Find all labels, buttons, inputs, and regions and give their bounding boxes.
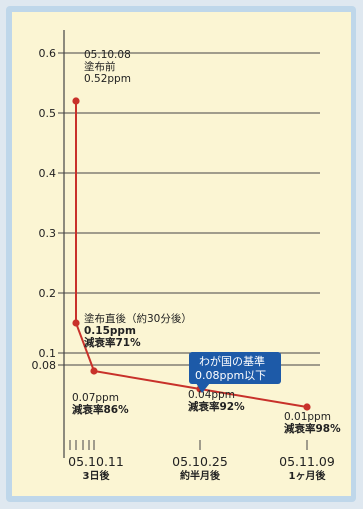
point-label: 減衰率92% bbox=[188, 400, 245, 413]
standard-callout-box bbox=[189, 352, 281, 384]
data-point bbox=[303, 403, 311, 411]
point-label: 塗布前 bbox=[84, 60, 116, 73]
point-label: 0.01ppm bbox=[284, 411, 331, 423]
y-tick-label: 0.2 bbox=[39, 287, 57, 300]
standard-callout-pointer bbox=[196, 383, 210, 393]
y-tick-label: 0.5 bbox=[39, 107, 57, 120]
x-tick-date: 05.10.25 bbox=[172, 454, 228, 469]
point-label: 0.04ppm bbox=[188, 389, 235, 401]
x-tick-date: 05.10.11 bbox=[68, 454, 124, 469]
point-label: 減衰率98% bbox=[284, 422, 341, 435]
data-point bbox=[90, 367, 98, 375]
point-label: 0.15ppm bbox=[84, 325, 136, 337]
y-tick-label: 0.3 bbox=[39, 227, 57, 240]
x-tick-sub: 約半月後 bbox=[180, 469, 221, 482]
point-label: 0.52ppm bbox=[84, 73, 131, 85]
x-tick-date: 05.11.09 bbox=[279, 454, 335, 469]
data-point bbox=[72, 319, 80, 327]
standard-callout-text: わが国の基準 bbox=[199, 354, 265, 368]
point-label: 減衰率71% bbox=[84, 336, 141, 349]
x-tick-sub: 1ヶ月後 bbox=[289, 469, 327, 482]
standard-callout-text: 0.08ppm以下 bbox=[195, 369, 266, 382]
point-label: 減衰率86% bbox=[72, 403, 129, 416]
point-label: 塗布直後（約30分後） bbox=[84, 312, 192, 325]
point-label: 05.10.08 bbox=[84, 49, 131, 61]
point-label: 0.07ppm bbox=[72, 392, 119, 404]
y-tick-label: 0.6 bbox=[39, 47, 57, 60]
data-point bbox=[72, 97, 80, 105]
chart-panel: 0.1 0.2 0.3 0.4 0.5 0.6 0.08 05.10.11 3日後 05.10.2… bbox=[12, 12, 351, 496]
y-tick-label: 0.4 bbox=[39, 167, 57, 180]
x-tick-sub: 3日後 bbox=[83, 469, 111, 482]
y-tick-label: 0.08 bbox=[32, 359, 57, 372]
y-tick-label: 0.1 bbox=[39, 347, 57, 360]
